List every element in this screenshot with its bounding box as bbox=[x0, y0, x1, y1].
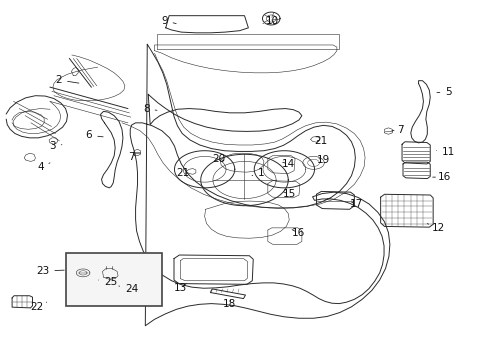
Text: 19: 19 bbox=[316, 156, 329, 165]
Text: 12: 12 bbox=[427, 223, 444, 233]
Text: 21: 21 bbox=[314, 136, 327, 146]
Text: 2: 2 bbox=[55, 75, 79, 85]
Text: 24: 24 bbox=[119, 284, 138, 294]
Text: 7: 7 bbox=[128, 152, 135, 162]
Text: 11: 11 bbox=[436, 147, 454, 157]
Text: 18: 18 bbox=[223, 299, 236, 309]
Text: 6: 6 bbox=[85, 130, 103, 140]
Text: 16: 16 bbox=[432, 172, 450, 182]
Text: 20: 20 bbox=[212, 154, 225, 164]
Text: 17: 17 bbox=[349, 199, 362, 209]
Text: 25: 25 bbox=[99, 277, 117, 287]
Text: 13: 13 bbox=[173, 283, 186, 293]
Text: 1: 1 bbox=[251, 168, 264, 178]
Text: 4: 4 bbox=[37, 162, 50, 172]
Text: 9: 9 bbox=[161, 16, 176, 26]
Text: 3: 3 bbox=[49, 141, 61, 151]
Text: 5: 5 bbox=[436, 87, 451, 98]
Text: 15: 15 bbox=[282, 189, 295, 199]
Text: 7: 7 bbox=[391, 125, 403, 135]
Bar bbox=[66, 253, 162, 306]
Text: 16: 16 bbox=[291, 228, 304, 238]
Text: 10: 10 bbox=[263, 16, 279, 26]
Text: 21: 21 bbox=[176, 168, 189, 178]
Text: 14: 14 bbox=[281, 159, 294, 169]
Text: 23: 23 bbox=[36, 266, 64, 276]
Text: 8: 8 bbox=[142, 104, 157, 113]
Text: 22: 22 bbox=[30, 302, 46, 312]
